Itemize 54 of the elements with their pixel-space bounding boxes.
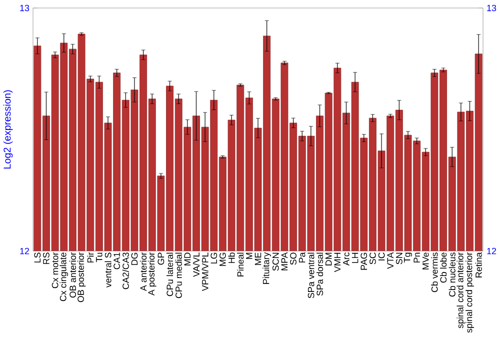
x-tick-label: LS bbox=[34, 252, 41, 262]
x-tick-label: A anterior bbox=[140, 252, 147, 292]
x-tick-label: GP bbox=[158, 252, 164, 265]
x-tick-label: Pn bbox=[414, 252, 420, 262]
x-tick-label: Cb lobe bbox=[440, 252, 447, 283]
x-tick-label: spinal cord posterior bbox=[466, 252, 474, 333]
x-tick-label: Pituitary bbox=[262, 252, 271, 284]
x-tick-label: SN bbox=[396, 252, 402, 264]
x-tick-label: LH bbox=[352, 252, 358, 263]
x-tick-label: MG bbox=[220, 252, 226, 266]
x-tick-label: MD bbox=[184, 252, 190, 266]
x-tick-label: Hb bbox=[228, 252, 235, 263]
x-tick-label: VTA bbox=[387, 252, 394, 269]
x-tick-label: A posterior bbox=[148, 252, 156, 296]
y-axis-title: Log2 (expression) bbox=[3, 90, 13, 169]
x-tick-label: VPM/VPL bbox=[202, 252, 208, 292]
x-tick-label: DG bbox=[131, 252, 138, 265]
x-tick-label: Cb nucleus bbox=[448, 252, 456, 297]
x-tick-label: Pa bbox=[298, 252, 306, 262]
x-tick-label: RS bbox=[43, 252, 50, 264]
x-tick-label: PAG bbox=[360, 252, 368, 270]
x-tick-label: VMH bbox=[334, 252, 340, 272]
x-tick-label: LG bbox=[210, 252, 218, 264]
x-tick-label: spinal cord anterior bbox=[456, 252, 466, 328]
x-tick-label: OB posterior bbox=[77, 252, 86, 302]
x-tick-label: ME bbox=[254, 252, 262, 265]
x-tick-label: Tu bbox=[96, 252, 102, 262]
x-tick-label: Pineal bbox=[237, 252, 244, 276]
y2-tick-label: 12 bbox=[487, 248, 496, 254]
x-tick-label: SCN bbox=[272, 252, 279, 271]
x-tick-label: CA1 bbox=[114, 252, 120, 270]
x-tick-label: ventral S bbox=[104, 252, 112, 288]
x-tick-label: Tg bbox=[404, 252, 412, 262]
x-tick-label: VA/VL bbox=[192, 252, 200, 277]
x-tick-label: DM bbox=[326, 252, 332, 266]
x-tick-label: Cx cingulate bbox=[60, 252, 68, 302]
x-tick-label: SO bbox=[290, 252, 296, 265]
x-tick-label: MPA bbox=[281, 252, 288, 270]
x-tick-label: M bbox=[246, 252, 252, 259]
x-tick-label: CPu lateral bbox=[166, 252, 174, 296]
x-tick-label: SC bbox=[370, 252, 376, 264]
x-tick-label: CPu medial bbox=[175, 252, 182, 298]
x-tick-label: IC bbox=[378, 252, 385, 260]
x-tick-label: Arc bbox=[343, 252, 350, 266]
x-tick-label: OB anterior bbox=[69, 252, 76, 298]
x-tick-label: CA2/CA3 bbox=[122, 252, 129, 290]
x-tick-label: SPa ventral bbox=[308, 252, 314, 298]
x-tick-label: Cx motor bbox=[52, 252, 58, 288]
x-tick-label: MVe bbox=[422, 252, 429, 270]
x-tick-label: SPa dorsal bbox=[316, 252, 324, 296]
y2-tick-label: 13 bbox=[487, 4, 496, 12]
x-tick-label: Pir bbox=[87, 252, 94, 262]
x-tick-label: Retina bbox=[475, 252, 482, 278]
x-tick-label: Cb vermis bbox=[431, 252, 438, 292]
